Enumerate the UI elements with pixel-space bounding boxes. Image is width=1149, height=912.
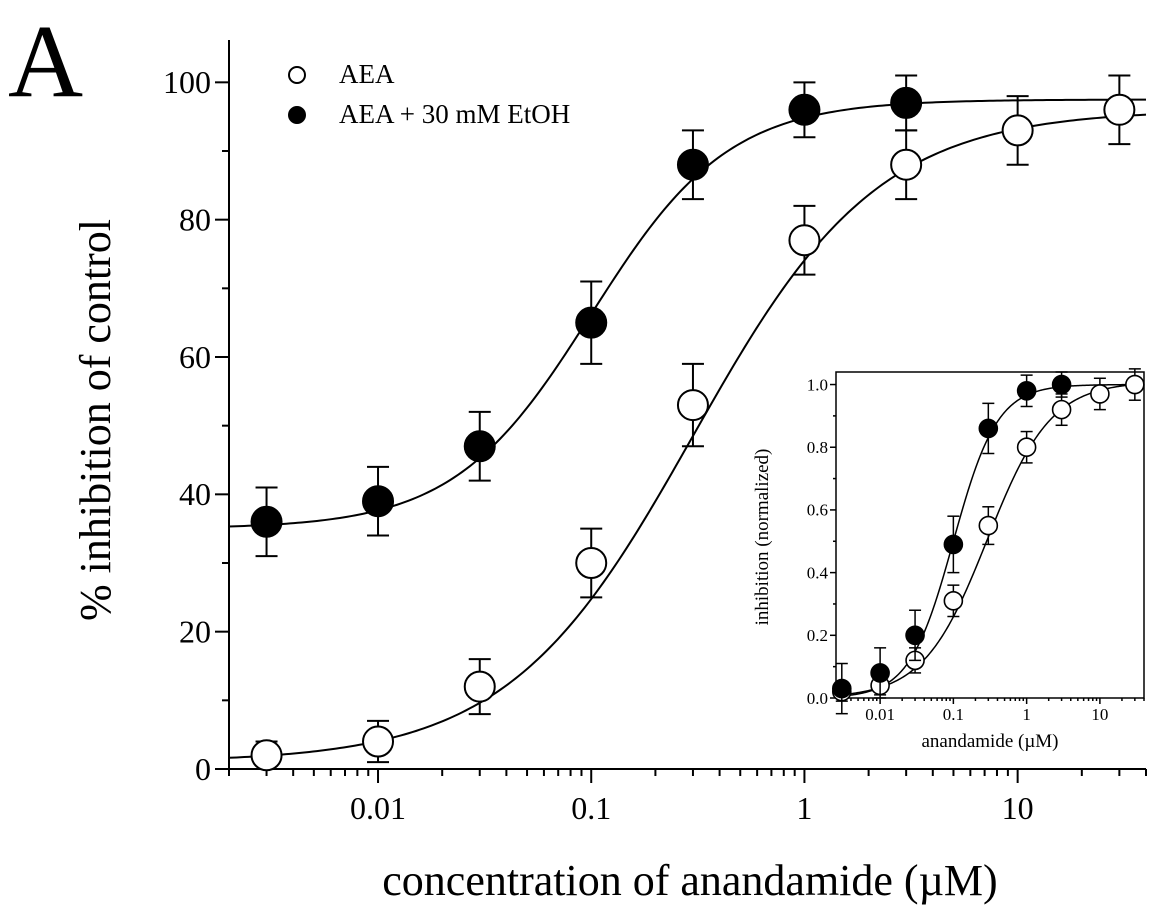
inset-open-point <box>1090 384 1110 404</box>
inset-x-tick-label: 0.1 <box>943 705 964 724</box>
legend-marker-2 <box>288 106 306 124</box>
inset-filled-point <box>943 534 964 555</box>
inset-filled-point <box>1051 374 1072 395</box>
main-open-point <box>890 148 923 181</box>
inset-y-tick-label: 0.0 <box>807 689 828 708</box>
inset-chart: 0.01 0.1 1 10 0.0 0.2 0.4 0.6 0.8 1.0 anandamide (… <box>752 368 1145 752</box>
inset-x-tick-label: 0.01 <box>865 705 895 724</box>
main-filled-point <box>362 485 395 518</box>
main-y-tick-label: 40 <box>179 476 211 512</box>
inset-open-point <box>978 515 999 536</box>
main-y-tick-label: 20 <box>179 614 211 650</box>
main-y-tick-label: 0 <box>195 751 211 787</box>
main-filled-point <box>676 148 709 181</box>
legend-marker-1 <box>288 66 306 84</box>
main-x-tick-label: 1 <box>796 790 812 826</box>
inset-y-tick-label: 0.4 <box>807 563 829 582</box>
inset-filled-point <box>832 678 852 699</box>
main-open-point <box>676 389 709 422</box>
main-filled-point <box>575 306 608 339</box>
main-x-tick-label: 0.01 <box>350 790 406 826</box>
main-y-tick-label: 60 <box>179 339 211 375</box>
main-open-point <box>250 739 283 772</box>
main-filled-point <box>250 505 283 538</box>
main-filled-point <box>463 430 496 463</box>
inset-filled-point <box>870 663 890 683</box>
main-open-point <box>1001 114 1034 147</box>
main-filled-point <box>890 86 923 119</box>
inset-filled-point <box>978 418 999 439</box>
inset-y-tick-label: 0.6 <box>807 501 828 520</box>
main-open-point <box>463 670 496 703</box>
legend-label-2: AEA + 30 mM EtOH <box>339 99 570 129</box>
main-open-point <box>575 547 608 579</box>
main-x-tick-label: 10 <box>1002 790 1034 826</box>
main-x-tick-label: 0.1 <box>571 790 611 826</box>
panel-label: A <box>8 4 83 119</box>
inset-open-point <box>943 591 964 611</box>
inset-open-point <box>1125 374 1145 395</box>
main-open-point <box>788 224 821 257</box>
main-open-point <box>1103 93 1136 126</box>
inset-open-point <box>1016 437 1037 458</box>
inset-y-tick-label: 0.2 <box>807 626 828 645</box>
main-y-axis-label: % inhibition of control <box>71 219 120 621</box>
inset-y-tick-label: 0.8 <box>807 438 828 457</box>
inset-open-point <box>1051 399 1072 420</box>
inset-y-axis-label: inhibition (normalized) <box>752 449 773 626</box>
main-y-tick-label: 80 <box>179 202 211 238</box>
main-y-tick-label: 100 <box>163 64 211 100</box>
inset-y-tick-label: 1.0 <box>807 375 828 394</box>
inset-x-tick-label: 1 <box>1022 705 1031 724</box>
inset-filled-point <box>1016 381 1037 401</box>
inset-x-axis-label: anandamide (µM) <box>921 731 1058 752</box>
main-filled-point <box>788 93 821 126</box>
main-x-axis-label: concentration of anandamide (µM) <box>382 856 997 905</box>
legend-label-1: AEA <box>339 59 395 89</box>
main-open-point <box>362 725 395 758</box>
inset-filled-point <box>905 625 925 646</box>
inset-x-tick-label: 10 <box>1091 705 1108 724</box>
